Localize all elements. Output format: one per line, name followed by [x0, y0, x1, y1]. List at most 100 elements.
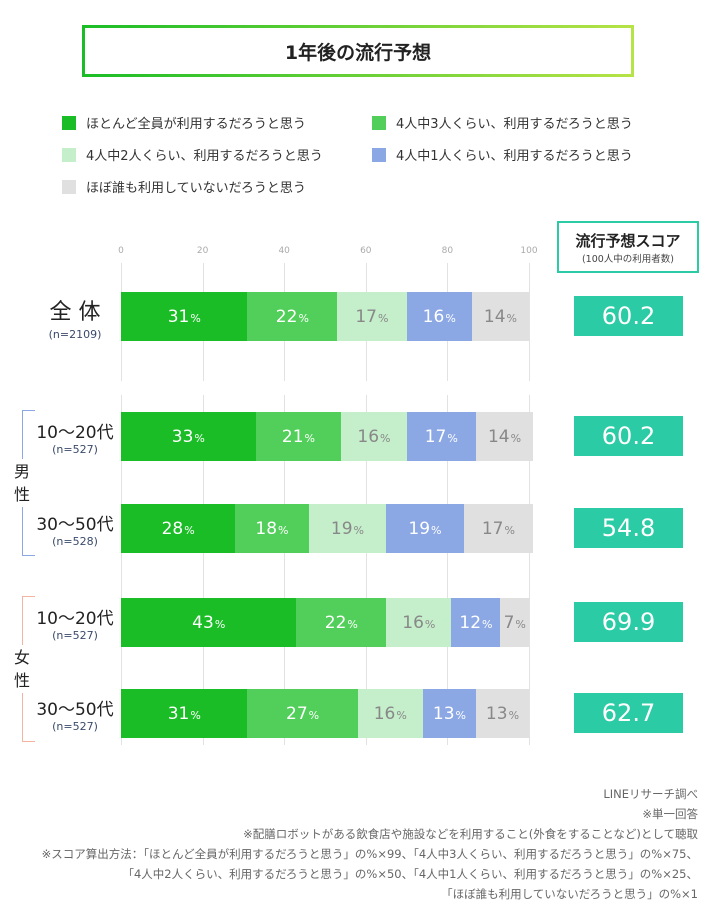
bar-value-label: 31% — [167, 306, 201, 327]
score-value: 54.8 — [574, 508, 683, 548]
bar-segment: 28% — [121, 504, 236, 553]
group-bracket — [22, 596, 35, 645]
footnote: ※単一回答 — [642, 807, 698, 821]
percent-unit: % — [380, 431, 391, 445]
bar-segment: 7% — [500, 598, 529, 647]
percent-unit: % — [424, 617, 436, 631]
percent-unit: % — [194, 431, 205, 445]
legend-swatch — [372, 115, 386, 130]
percent-unit: % — [504, 523, 515, 537]
percent-unit: % — [190, 311, 201, 325]
bar-segment: 14% — [471, 292, 529, 341]
legend-label: 4人中3人くらい、利用するだろうと思う — [396, 117, 633, 132]
x-tick-label: 40 — [278, 246, 290, 256]
bar-value-label: 28% — [161, 518, 195, 539]
legend-item: 4人中3人くらい、利用するだろうと思う — [372, 113, 633, 132]
bar-value-label: 19% — [408, 518, 442, 539]
bar-value-label: 16% — [357, 426, 391, 447]
bar-value-label: 21% — [281, 426, 315, 447]
bar-segment: 27% — [247, 689, 358, 738]
bar-segment: 17% — [463, 504, 534, 553]
legend-item: 4人中1人くらい、利用するだろうと思う — [372, 145, 633, 164]
bar-segment: 12% — [451, 598, 501, 647]
score-value: 60.2 — [574, 296, 683, 336]
gridline — [529, 395, 530, 745]
sample-size: (n=527) — [52, 720, 98, 733]
category-label: 30〜50代 — [36, 515, 114, 535]
percent-unit: % — [347, 617, 358, 631]
legend-label: 4人中1人くらい、利用するだろうと思う — [396, 149, 633, 164]
gridline — [529, 263, 530, 381]
sample-size: (n=528) — [52, 535, 98, 548]
bar-value-label: 13% — [432, 703, 466, 724]
bar-value-label: 16% — [402, 612, 436, 633]
bar-value-label: 31% — [167, 703, 201, 724]
bar-value-label: 13% — [485, 703, 520, 724]
bar-segment: 18% — [235, 504, 309, 553]
percent-unit: % — [506, 311, 517, 325]
bar-value-label: 7% — [503, 612, 526, 633]
bar-segment: 17% — [406, 412, 476, 461]
bar-value-label: 27% — [286, 703, 320, 724]
bar-segment: 17% — [337, 292, 407, 341]
score-value: 60.2 — [574, 416, 683, 456]
percent-unit: % — [396, 708, 407, 722]
x-tick-label: 100 — [520, 246, 538, 256]
category-label: 10〜20代 — [36, 423, 114, 443]
bar-value-label: 14% — [487, 426, 522, 447]
group-label: 女 性 — [14, 647, 31, 690]
bar-value-label: 18% — [255, 518, 289, 539]
footnote: 「ほぼ誰も利用していないだろうと思う」の%×1 — [441, 887, 698, 901]
bar-segment: 19% — [386, 504, 464, 553]
percent-unit: % — [455, 708, 466, 722]
bar-segment: 16% — [341, 412, 407, 461]
x-tick-label: 20 — [196, 246, 209, 256]
category-label: 10〜20代 — [36, 609, 114, 629]
percent-unit: % — [510, 431, 522, 445]
chart-title: 1年後の流行予想 — [82, 25, 634, 77]
bar-segment: 19% — [308, 504, 387, 553]
bar-segment: 13% — [475, 689, 529, 738]
bar-segment: 13% — [422, 689, 476, 738]
bar-value-label: 33% — [171, 426, 205, 447]
bar-value-label: 17% — [481, 518, 515, 539]
gridline — [121, 395, 122, 745]
x-tick-label: 0 — [118, 246, 124, 256]
legend-label: ほとんど全員が利用するだろうと思う — [86, 117, 306, 132]
bar-segment: 22% — [247, 292, 338, 341]
footnote: ※スコア算出方法：「ほとんど全員が利用するだろうと思う」の%×99、「4人中3人… — [41, 847, 698, 861]
bar-value-label: 16% — [422, 306, 456, 327]
legend-swatch — [372, 147, 386, 162]
group-label: 男 性 — [14, 461, 31, 504]
percent-unit: % — [184, 523, 195, 537]
percent-unit: % — [378, 311, 389, 325]
category-label: 全 体 — [49, 300, 101, 325]
percent-unit: % — [278, 523, 289, 537]
footnote: ※配膳ロボットがある飲食店や施設などを利用すること(外食をすることなど)として聴… — [243, 827, 698, 841]
row-label: 10〜20代 (n=527) — [30, 418, 120, 456]
gridline — [202, 395, 204, 745]
bar-value-label: 19% — [330, 518, 364, 539]
percent-unit: % — [214, 617, 226, 631]
x-tick-label: 80 — [441, 246, 454, 256]
percent-unit: % — [298, 311, 309, 325]
percent-unit: % — [308, 708, 320, 722]
legend-swatch — [62, 179, 76, 194]
legend-item: ほぼ誰も利用していないだろうと思う — [62, 177, 306, 196]
percent-unit: % — [445, 311, 456, 325]
percent-unit: % — [304, 431, 315, 445]
bar-segment: 16% — [406, 292, 472, 341]
group-bracket — [22, 693, 35, 742]
bar-value-label: 17% — [355, 306, 389, 327]
bar-value-label: 14% — [483, 306, 517, 327]
percent-unit: % — [353, 523, 364, 537]
bar-segment: 16% — [386, 598, 452, 647]
percent-unit: % — [431, 523, 442, 537]
bar-value-label: 17% — [424, 426, 458, 447]
percent-unit: % — [482, 617, 493, 631]
row-label: 30〜50代 (n=527) — [30, 695, 120, 733]
category-label: 30〜50代 — [36, 700, 114, 720]
legend-swatch — [62, 147, 76, 162]
bar-segment: 31% — [121, 292, 248, 341]
percent-unit: % — [447, 431, 458, 445]
